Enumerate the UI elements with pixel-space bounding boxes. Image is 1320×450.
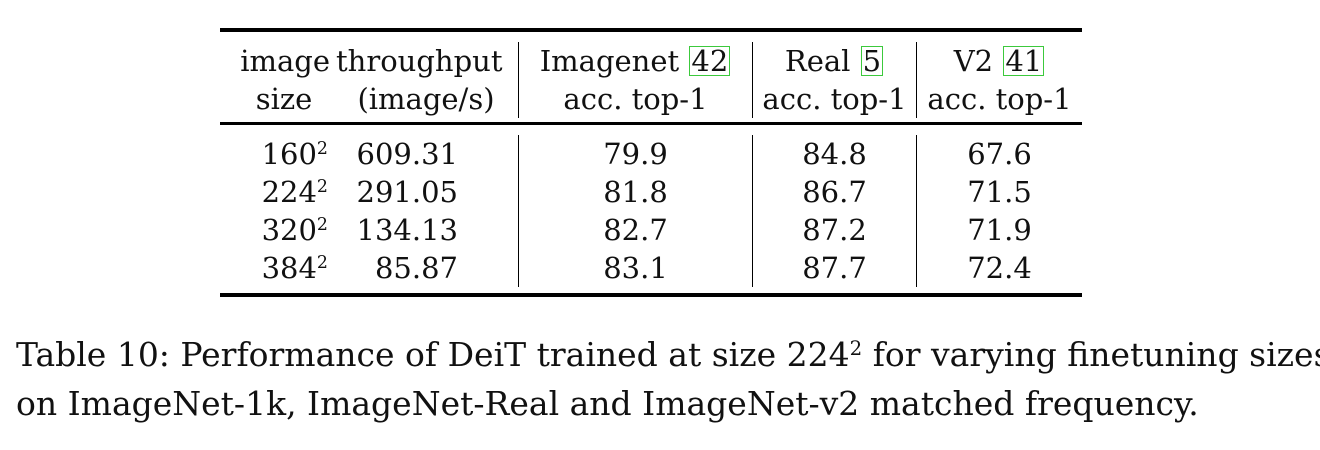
table-caption: Table 10: Performance of DeiT trained at… bbox=[16, 333, 1320, 426]
header-throughput-bottom: (image/s) bbox=[357, 82, 495, 116]
header-v2-bottom: acc. top-1 bbox=[916, 80, 1082, 118]
table-row: 1602 609.31 79.9 84.8 67.6 bbox=[220, 135, 1082, 173]
header-size-top: image bbox=[240, 44, 330, 78]
table-row: 3842 85.87 83.1 87.7 72.4 bbox=[220, 249, 1082, 287]
citation-link-imagenet[interactable]: 42 bbox=[689, 44, 731, 78]
header-real-top: Real 5 bbox=[752, 42, 916, 80]
table-header-rule bbox=[220, 122, 1082, 125]
cell-imagenet: 83.1 bbox=[518, 249, 752, 287]
citation-link-real[interactable]: 5 bbox=[860, 44, 884, 78]
table-body: 1602 609.31 79.9 84.8 67.6 2242 291.05 8… bbox=[220, 125, 1082, 293]
cell-real: 86.7 bbox=[752, 173, 916, 211]
cell-imagenet: 79.9 bbox=[518, 135, 752, 173]
table-bottom-rule bbox=[220, 293, 1082, 297]
caption-line-1: Table 10: Performance of DeiT trained at… bbox=[16, 335, 1320, 374]
citation-link-v2[interactable]: 41 bbox=[1003, 44, 1045, 78]
cell-v2: 72.4 bbox=[916, 249, 1082, 287]
cell-real: 87.2 bbox=[752, 211, 916, 249]
cell-v2: 71.9 bbox=[916, 211, 1082, 249]
cell-throughput: 85.87 bbox=[374, 251, 458, 285]
cell-size: 1602 bbox=[261, 137, 328, 171]
header-row-bottom: size (image/s) acc. top-1 acc. top-1 acc… bbox=[220, 80, 1082, 118]
cell-imagenet: 82.7 bbox=[518, 211, 752, 249]
header-imagenet-label: Imagenet bbox=[539, 44, 680, 78]
table-header: image throughput Imagenet 42 Real 5 V2 4… bbox=[220, 32, 1082, 122]
cell-real: 87.7 bbox=[752, 249, 916, 287]
header-size-bottom: size bbox=[255, 82, 313, 116]
cell-size: 2242 bbox=[261, 175, 328, 209]
header-throughput-top: throughput bbox=[336, 44, 503, 78]
header-v2-top: V2 41 bbox=[916, 42, 1082, 80]
cell-imagenet: 81.8 bbox=[518, 173, 752, 211]
table-row: 2242 291.05 81.8 86.7 71.5 bbox=[220, 173, 1082, 211]
cell-real: 84.8 bbox=[752, 135, 916, 173]
cell-throughput: 291.05 bbox=[356, 175, 458, 209]
cell-size: 3202 bbox=[261, 213, 328, 247]
table-row: 3202 134.13 82.7 87.2 71.9 bbox=[220, 211, 1082, 249]
cell-throughput: 609.31 bbox=[356, 137, 458, 171]
results-table: image throughput Imagenet 42 Real 5 V2 4… bbox=[220, 28, 1082, 297]
header-real-bottom: acc. top-1 bbox=[752, 80, 916, 118]
header-v2-label: V2 bbox=[953, 44, 994, 78]
header-real-label: Real bbox=[784, 44, 851, 78]
cell-size: 3842 bbox=[261, 251, 328, 285]
header-row-top: image throughput Imagenet 42 Real 5 V2 4… bbox=[220, 42, 1082, 80]
table-top-rule bbox=[220, 28, 1082, 32]
cell-v2: 71.5 bbox=[916, 173, 1082, 211]
caption-line-2: on ImageNet-1k, ImageNet-Real and ImageN… bbox=[16, 384, 1199, 423]
cell-v2: 67.6 bbox=[916, 135, 1082, 173]
cell-throughput: 134.13 bbox=[356, 213, 458, 247]
header-imagenet-bottom: acc. top-1 bbox=[518, 80, 752, 118]
header-imagenet-top: Imagenet 42 bbox=[518, 42, 752, 80]
